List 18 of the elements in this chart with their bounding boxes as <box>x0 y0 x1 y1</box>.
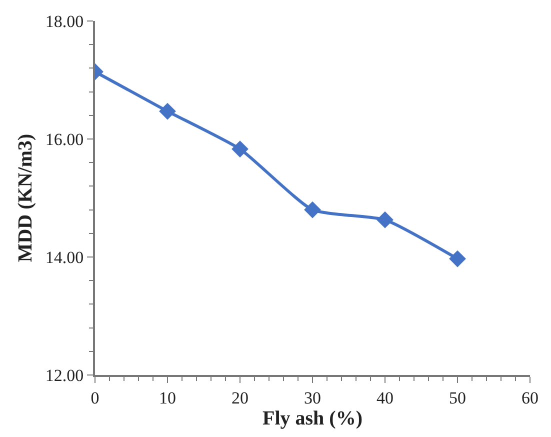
x-tick-label: 40 <box>376 388 394 408</box>
point <box>376 211 394 228</box>
point <box>449 250 466 268</box>
y-axis-title: MDD (KN/m3) <box>14 134 36 262</box>
point <box>304 201 321 218</box>
y-tick-label: 16.00 <box>45 130 84 149</box>
x-tick-label: 0 <box>90 388 100 408</box>
y-tick-label: 18.00 <box>45 12 84 31</box>
x-axis-title: Fly ash (%) <box>262 407 362 430</box>
x-tick-label: 50 <box>449 388 466 408</box>
x-tick-label: 10 <box>159 388 176 408</box>
y-tick-label: 14.00 <box>45 248 84 267</box>
x-tick-label: 20 <box>232 388 248 408</box>
x-tick-label: 30 <box>304 388 321 408</box>
point <box>159 102 176 120</box>
y-tick-label: 12.00 <box>45 366 84 385</box>
point <box>232 140 248 158</box>
x-tick-label: 60 <box>522 388 538 408</box>
